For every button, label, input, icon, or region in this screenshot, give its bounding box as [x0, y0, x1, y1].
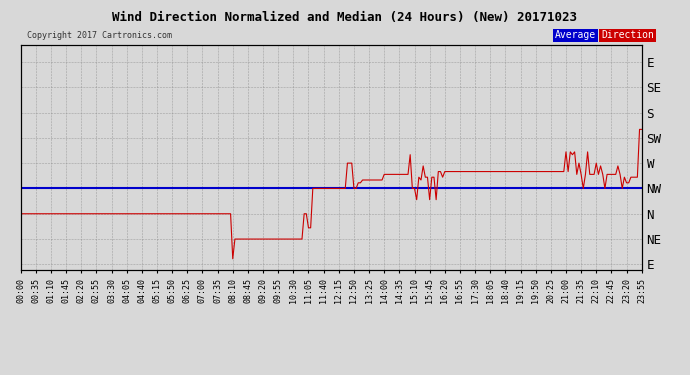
Text: Wind Direction Normalized and Median (24 Hours) (New) 20171023: Wind Direction Normalized and Median (24… [112, 11, 578, 24]
Text: Average: Average [555, 30, 596, 40]
Text: Direction: Direction [602, 30, 654, 40]
Text: Copyright 2017 Cartronics.com: Copyright 2017 Cartronics.com [27, 32, 172, 40]
